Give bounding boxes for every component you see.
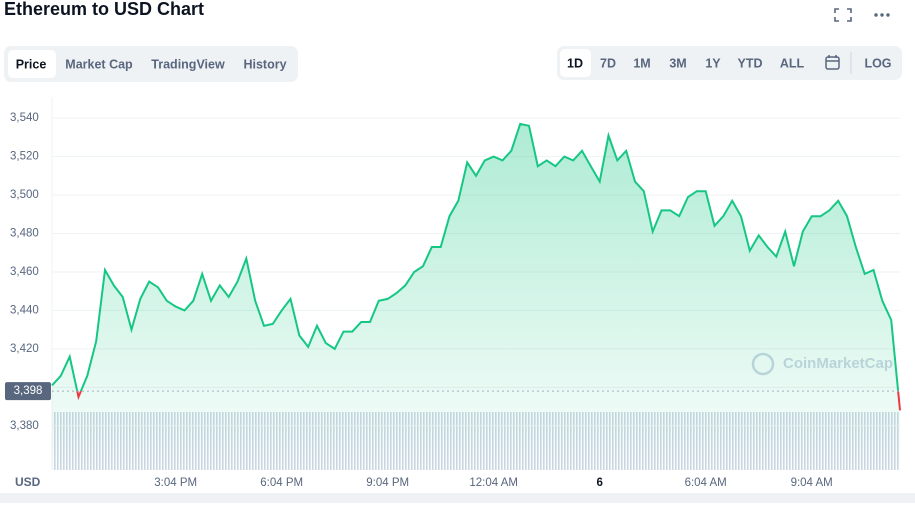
chart-title: Ethereum to USD Chart — [4, 0, 204, 19]
x-tick-label: 6 — [596, 477, 602, 489]
x-tick-label: 3:04 PM — [154, 477, 197, 489]
range-selected — [560, 49, 591, 77]
x-tick-label: 12:04 AM — [469, 477, 518, 489]
range-button[interactable]: 7D — [600, 56, 616, 70]
log-button[interactable]: LOG — [864, 56, 891, 70]
range-button[interactable]: 3M — [669, 56, 686, 70]
tab-bar — [4, 46, 298, 82]
price-line — [51, 122, 900, 392]
y-tick-label: 3,520 — [10, 151, 39, 163]
range-button[interactable]: 1Y — [705, 56, 721, 70]
calendar-icon[interactable] — [825, 55, 840, 70]
fullscreen-icon[interactable] — [834, 8, 852, 22]
y-tick-label: 3,420 — [10, 343, 39, 355]
x-tick-label: 6:04 PM — [260, 477, 303, 489]
y-axis-unit: USD — [15, 475, 41, 489]
tab[interactable]: TradingView — [151, 57, 225, 71]
x-tick-label: 9:04 AM — [791, 477, 833, 489]
range-button[interactable]: 1M — [633, 56, 650, 70]
tab[interactable]: History — [243, 57, 286, 71]
range-button[interactable]: YTD — [738, 56, 763, 70]
range-bar — [557, 46, 902, 80]
tab[interactable]: Price — [16, 57, 47, 71]
y-tick-label: 3,480 — [10, 228, 39, 240]
y-tick-label: 3,540 — [10, 112, 39, 124]
y-tick-label: 3,380 — [10, 420, 39, 432]
range-button[interactable]: ALL — [780, 56, 805, 70]
y-tick-label: 3,440 — [10, 304, 39, 316]
baseline-badge — [5, 382, 51, 401]
scroll-strip — [0, 493, 915, 503]
tab-selected — [8, 50, 56, 78]
y-tick-label: 3,500 — [10, 189, 39, 201]
x-tick-label: 6:04 AM — [685, 477, 727, 489]
baseline-label: 3,398 — [14, 385, 43, 397]
range-button[interactable]: 1D — [567, 56, 583, 70]
y-tick-label: 3,460 — [10, 266, 39, 278]
more-icon[interactable] — [874, 13, 890, 17]
tab[interactable]: Market Cap — [65, 57, 133, 71]
area — [52, 123, 900, 471]
x-tick-label: 9:04 PM — [366, 477, 409, 489]
